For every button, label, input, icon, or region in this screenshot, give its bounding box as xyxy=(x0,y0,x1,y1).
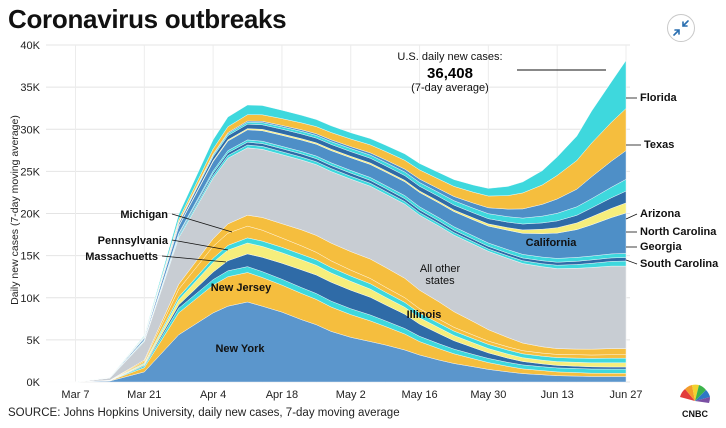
x-tick-label: Apr 4 xyxy=(200,389,226,401)
label-all-other-2: states xyxy=(425,275,455,287)
y-tick-label: 35K xyxy=(20,82,40,94)
leader-line xyxy=(161,255,227,263)
y-tick-label: 0K xyxy=(27,377,41,389)
leader-line xyxy=(171,213,233,233)
label-south-carolina: South Carolina xyxy=(640,258,719,270)
label-all-other-1: All other xyxy=(420,263,461,275)
series-labels: New York New Jersey Illinois All otherstate… xyxy=(85,92,719,355)
x-tick-label: May 30 xyxy=(470,389,506,401)
total-annotation-note: (7-day average) xyxy=(411,82,489,94)
label-michigan: Michigan xyxy=(120,209,168,221)
y-axis-label: Daily new cases (7-day moving average) xyxy=(9,115,21,305)
page-title: Coronavirus outbreaks xyxy=(8,4,287,34)
leader-lines xyxy=(161,97,641,265)
x-tick-label: May 16 xyxy=(402,389,438,401)
label-massachusetts: Massachuetts xyxy=(85,251,158,263)
label-pennsylvania: Pennsylvania xyxy=(98,235,169,247)
stacked-areas xyxy=(46,59,627,383)
label-new-york: New York xyxy=(215,343,265,355)
total-annotation: U.S. daily new cases: 36,408 (7-day aver… xyxy=(397,51,606,94)
x-tick-label: Jun 27 xyxy=(609,389,642,401)
x-tick-label: Mar 21 xyxy=(127,389,161,401)
label-north-carolina: North Carolina xyxy=(640,226,717,238)
label-texas: Texas xyxy=(644,139,674,151)
area-florida xyxy=(46,59,627,383)
label-new-jersey: New Jersey xyxy=(211,282,272,294)
total-annotation-label: U.S. daily new cases: xyxy=(397,51,502,63)
x-tick-label: Jun 13 xyxy=(541,389,574,401)
collapse-arrows-icon[interactable] xyxy=(667,14,695,42)
y-tick-label: 20K xyxy=(20,209,40,221)
leader-line xyxy=(171,239,229,251)
leader-line xyxy=(625,213,638,220)
label-arizona: Arizona xyxy=(640,208,681,220)
y-tick-label: 40K xyxy=(20,40,40,52)
y-tick-label: 5K xyxy=(27,335,41,347)
cnbc-peacock-icon: CNBC xyxy=(675,381,715,428)
total-annotation-value: 36,408 xyxy=(427,65,473,82)
y-tick-label: 15K xyxy=(20,251,40,263)
label-florida: Florida xyxy=(640,92,678,104)
label-california: California xyxy=(526,237,578,249)
y-tick-label: 30K xyxy=(20,124,40,136)
x-tick-label: Mar 7 xyxy=(61,389,89,401)
label-illinois: Illinois xyxy=(407,309,442,321)
x-tick-label: Apr 18 xyxy=(266,389,298,401)
x-tick-label: May 2 xyxy=(336,389,366,401)
label-georgia: Georgia xyxy=(640,241,682,253)
leader-line xyxy=(625,259,638,265)
y-tick-label: 10K xyxy=(20,293,40,305)
axes: 0K 5K 10K 15K 20K 25K 30K 35K 40K Mar 7 Mar 21 Apr … xyxy=(20,40,642,401)
y-tick-label: 25K xyxy=(20,166,40,178)
source-note: SOURCE: Johns Hopkins University, daily … xyxy=(8,407,400,419)
logo-text: CNBC xyxy=(682,409,708,419)
